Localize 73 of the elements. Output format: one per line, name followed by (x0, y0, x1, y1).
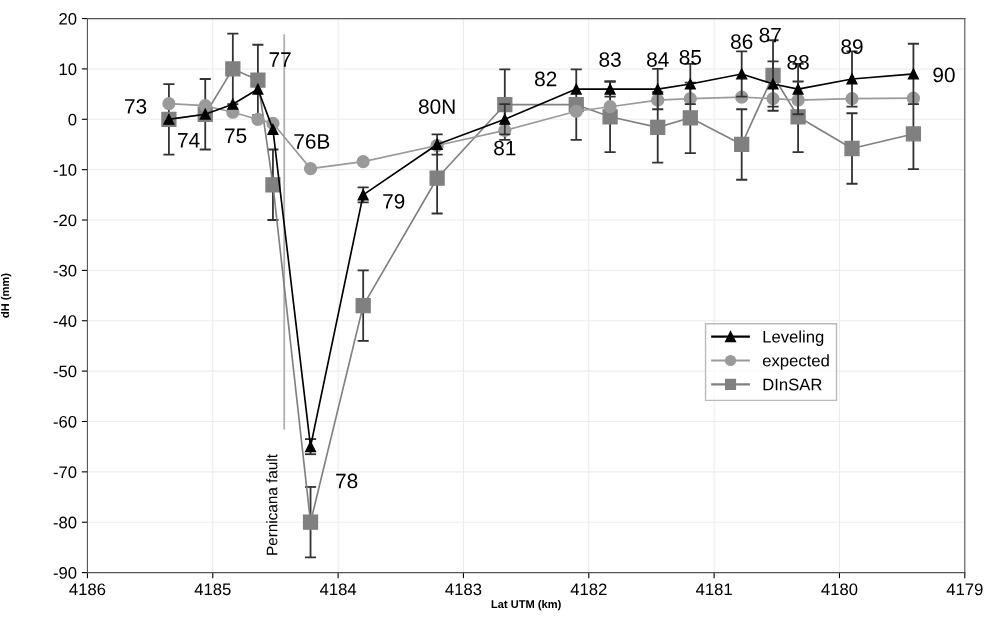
point (846, 73, 858, 85)
y-tick-label: 10 (59, 63, 77, 76)
point (792, 83, 804, 95)
annotation: 88 (787, 54, 809, 70)
annotation: 90 (933, 67, 955, 83)
point (652, 83, 664, 95)
point (499, 113, 511, 125)
legend-label: DInSAR (763, 378, 822, 391)
y-tick-label: -60 (53, 415, 77, 428)
y-tick-label: -70 (53, 466, 77, 479)
y-tick-label: -40 (53, 315, 77, 327)
point (682, 110, 698, 126)
point (905, 126, 922, 142)
x-tick-label: 4179 (946, 583, 983, 596)
annotation: 73 (125, 99, 147, 114)
legend-label: Leveling (763, 330, 824, 346)
annotation: 82 (535, 71, 557, 87)
point (198, 99, 212, 113)
y-tick-label: -10 (53, 164, 77, 176)
x-tick-label: 4181 (695, 583, 732, 596)
x-tick-label: 4180 (821, 583, 858, 596)
y-tick-label: -30 (53, 264, 77, 277)
y-tick-label: 0 (68, 113, 77, 126)
point (267, 123, 279, 135)
annotation: 86 (731, 34, 753, 50)
annotation: 85 (679, 49, 702, 65)
y-tick-label: -20 (53, 214, 77, 227)
x-tick-label: 4185 (194, 583, 231, 596)
point (570, 83, 582, 95)
y-tick-label: -50 (53, 365, 77, 378)
point (251, 112, 265, 126)
point (736, 68, 748, 80)
point (684, 78, 696, 90)
ref-line-label: Pernicana fault (266, 454, 278, 555)
point (303, 162, 318, 176)
y-tick-label: -90 (53, 566, 77, 579)
point (355, 298, 371, 314)
point (907, 68, 919, 80)
point (569, 104, 583, 118)
x-tick-label: 4183 (445, 583, 482, 596)
annotation: 83 (599, 52, 621, 67)
annotation: 75 (225, 128, 247, 144)
x-tick-label: 4186 (69, 583, 106, 596)
annotation: 76B (294, 134, 330, 149)
point (734, 136, 750, 153)
point (844, 140, 860, 157)
annotation: 74 (178, 133, 200, 148)
x-tick-label: 4182 (570, 583, 607, 596)
annotation: 87 (759, 27, 781, 43)
point (250, 72, 266, 88)
point (252, 83, 264, 95)
point (650, 119, 666, 135)
point (767, 78, 779, 90)
annotation: 79 (383, 194, 405, 209)
y-axis-title: dH (mm) (0, 273, 12, 318)
point (429, 170, 445, 186)
y-tick-label: -80 (53, 516, 77, 529)
legend-label: expected (762, 354, 829, 370)
point (356, 155, 370, 169)
annotation: 84 (647, 52, 669, 67)
annotation: 89 (841, 39, 863, 55)
x-axis-title: Lat UTM (km) (491, 599, 561, 611)
point (227, 98, 239, 110)
annotation: 80N (418, 99, 455, 114)
point (162, 97, 176, 111)
annotation: 81 (494, 140, 516, 156)
annotation: 78 (336, 473, 358, 489)
annotation: 77 (269, 52, 291, 67)
point (302, 514, 319, 530)
x-tick-label: 4184 (319, 583, 357, 596)
point (603, 100, 617, 114)
point (225, 61, 241, 77)
y-tick-label: 20 (59, 12, 77, 25)
